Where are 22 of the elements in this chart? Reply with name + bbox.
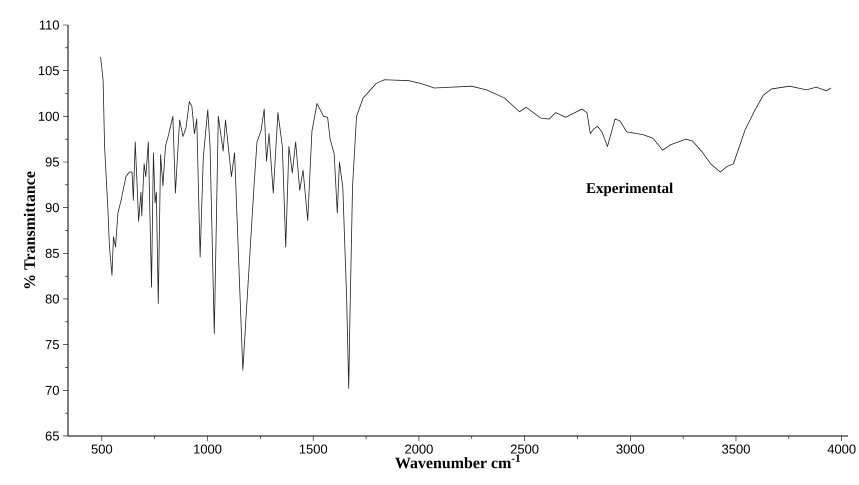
line-series	[100, 56, 832, 389]
text: Experimental	[586, 182, 673, 196]
x-tick-label: 1500	[300, 444, 328, 454]
x-tick-label: 500	[92, 444, 112, 454]
x-tick-label: 2000	[405, 444, 433, 454]
y-tick-label: 110	[40, 20, 59, 30]
y-tick-label: 105	[38, 66, 59, 76]
x-tick-label: 4000	[828, 444, 856, 454]
y-tick-label: 90	[46, 203, 59, 212]
x-tick-label: 2500	[510, 444, 538, 454]
x-tick-label: 3500	[722, 444, 750, 454]
x-tick-label: 3000	[616, 444, 644, 454]
y-tick-label: 95	[46, 157, 59, 167]
y-tick-label: 100	[38, 112, 59, 121]
y-tick-label: 85	[46, 248, 59, 258]
y-tick-label: 65	[46, 431, 59, 441]
x-axis-title: Wavenumber cm$^{-1}$	[395, 454, 520, 468]
y-tick-label: 75	[46, 340, 59, 350]
y-axis-title: % Transmittance	[24, 172, 36, 288]
y-tick-label: 80	[46, 294, 59, 304]
y-tick-label: 70	[46, 386, 59, 395]
x-tick-label: 1000	[194, 444, 222, 454]
